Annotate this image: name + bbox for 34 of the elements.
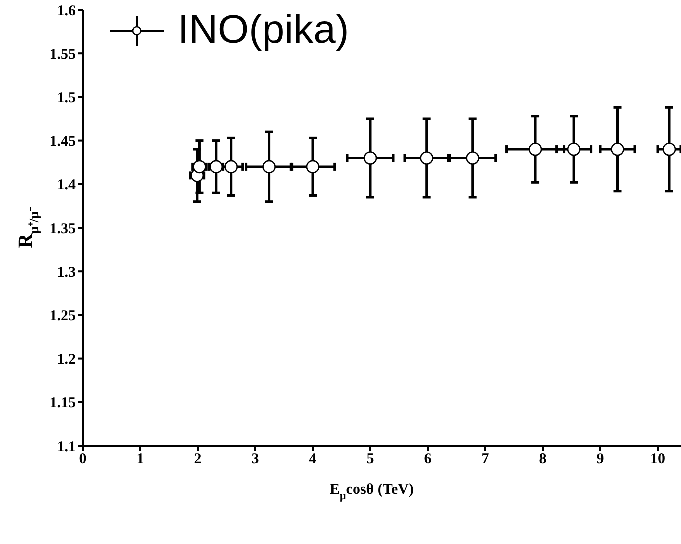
x-tick-label: 3	[252, 452, 260, 468]
point	[420, 152, 434, 165]
point	[364, 152, 378, 165]
point	[611, 142, 624, 156]
y-tick-label: 1.6	[57, 3, 76, 20]
y-tick-label: 1.15	[50, 396, 76, 412]
x-tick-label: 7	[482, 452, 490, 468]
x-tick-label: 2	[194, 452, 202, 468]
x-axis-title: E$_{μ}$cosθ (TeV)	[330, 482, 414, 502]
x-tick-label: 4	[309, 452, 318, 468]
legend-label: INO(pika)	[178, 8, 350, 53]
x-tick-label: 0	[79, 452, 87, 468]
point	[262, 160, 276, 174]
y-tick-label: 1.1	[57, 439, 76, 456]
y-tick-label: 1.5	[57, 90, 76, 107]
point	[224, 160, 238, 174]
point	[567, 142, 581, 156]
y-tick-label: 1.4	[57, 178, 76, 194]
y-tick-label: 1.35	[50, 221, 76, 238]
x-tick-label: 10	[650, 452, 666, 468]
y-tick-label: 1.3	[57, 264, 76, 281]
x-tick-label: 9	[596, 452, 604, 468]
y-tick-label: 1.2	[57, 352, 76, 368]
point	[306, 160, 320, 174]
point	[662, 142, 676, 156]
point	[466, 152, 480, 165]
y-tick-label: 1.25	[50, 308, 76, 325]
point	[528, 142, 542, 156]
x-tick-label: 1	[136, 452, 144, 468]
x-tick-label: 8	[539, 452, 547, 468]
x-tick-label: 5	[366, 452, 374, 468]
y-tick-label: 1.55	[50, 46, 76, 63]
x-tick-label: 6	[424, 452, 432, 468]
y-tick-label: 1.45	[50, 134, 76, 150]
